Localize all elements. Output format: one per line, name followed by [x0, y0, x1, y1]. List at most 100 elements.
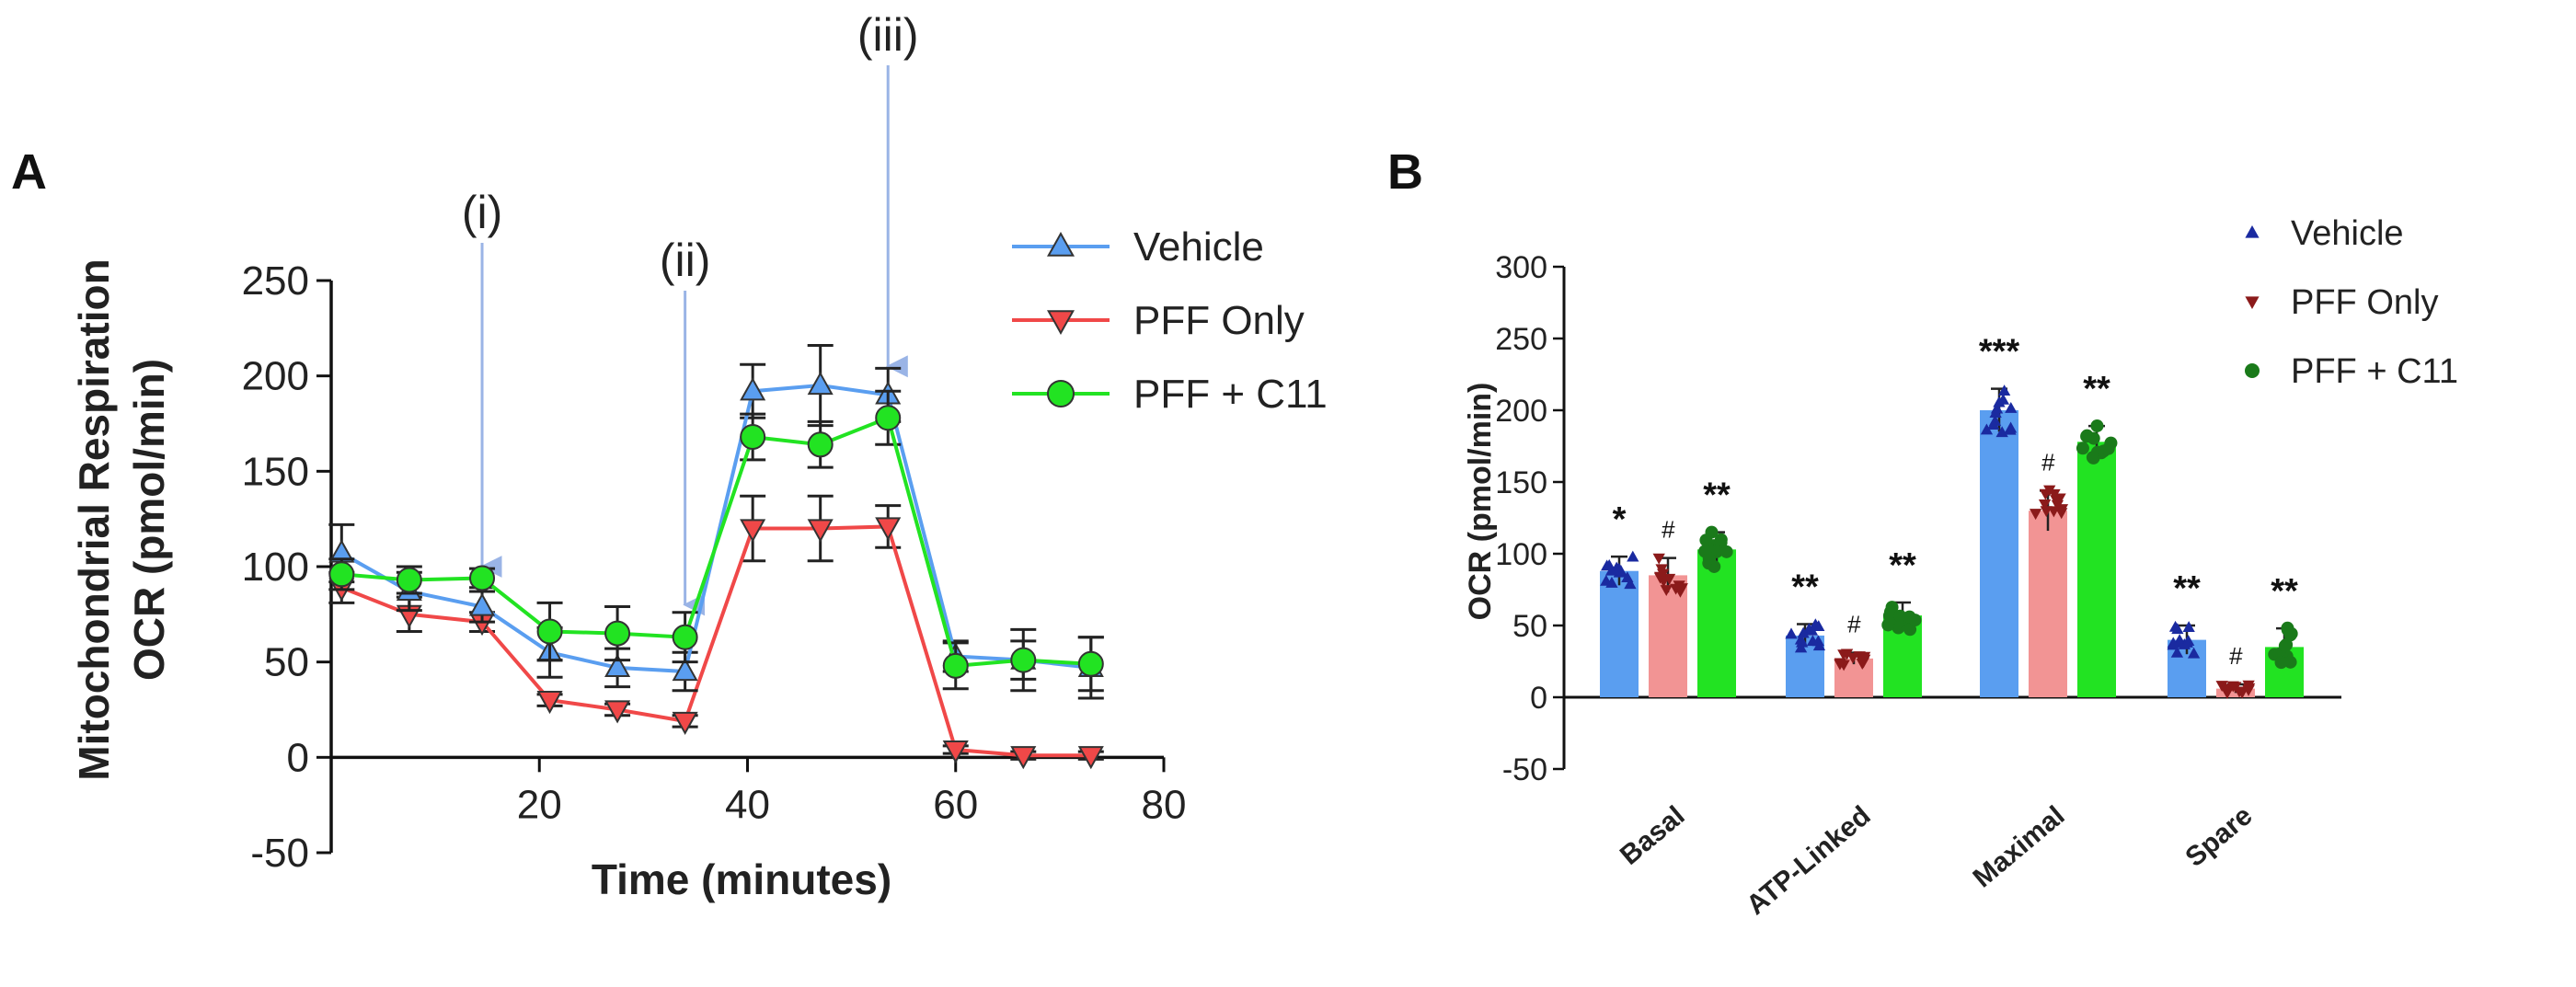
data-point	[1654, 571, 1667, 583]
panel-b-ytick-label: -50	[1502, 752, 1547, 787]
bar	[2029, 511, 2067, 697]
legend-label: PFF Only	[1133, 298, 1305, 343]
series-vehicle	[328, 343, 1104, 700]
data-point	[1785, 627, 1798, 639]
panel-a-ytick-label: 150	[242, 449, 309, 494]
data-point	[2187, 647, 2201, 659]
legend-label: PFF + C11	[2291, 352, 2458, 391]
data-point	[2236, 687, 2248, 699]
data-point	[2170, 646, 2184, 658]
injection-label: (ii)	[660, 235, 711, 286]
significance-label: **	[2271, 572, 2298, 611]
data-point	[672, 711, 698, 735]
legend-marker	[1046, 231, 1075, 257]
data-point	[1980, 423, 1994, 435]
data-point	[1621, 571, 1634, 583]
data-point	[1893, 609, 1907, 623]
legend-label: PFF + C11	[1133, 372, 1328, 417]
series-pff-c11	[328, 389, 1104, 693]
significance-label: **	[1889, 546, 1916, 585]
panel-b-ytick-label: 150	[1495, 465, 1547, 500]
panel-a-ytick-label: 0	[287, 735, 309, 780]
legend-label: PFF Only	[2291, 283, 2438, 322]
data-point	[1797, 626, 1810, 638]
data-point	[1812, 639, 1826, 651]
bar	[1697, 549, 1736, 697]
data-point	[1652, 553, 1665, 565]
legend-marker	[2245, 296, 2260, 309]
data-point	[2242, 683, 2256, 694]
panel-a-xtick-label: 40	[725, 782, 770, 827]
data-point	[740, 519, 766, 543]
significance-label: #	[1847, 611, 1861, 638]
data-point	[604, 653, 631, 677]
data-point	[1673, 580, 1685, 592]
data-point	[942, 652, 969, 679]
data-point	[2274, 656, 2288, 670]
data-point	[2029, 509, 2042, 521]
data-point	[1995, 426, 2008, 438]
data-point	[2226, 681, 2239, 693]
significance-label: **	[1703, 476, 1731, 515]
panel-a-ylabel-line1: Mitochondrial Respiration	[70, 258, 118, 780]
data-point	[2278, 639, 2292, 653]
data-point	[1603, 558, 1616, 570]
data-point	[1837, 649, 1850, 661]
data-point	[604, 620, 631, 647]
panel-b-legend: Vehicle PFF Only PFF + C11	[2245, 214, 2458, 391]
data-point	[2038, 499, 2052, 511]
panel-a-ytick-label: 50	[264, 640, 309, 685]
data-point	[2284, 626, 2298, 640]
significance-label: #	[2041, 448, 2055, 476]
panel-b-ytick-label: 50	[1512, 609, 1547, 644]
panel-b-ytick-label: 100	[1495, 537, 1547, 572]
legend-label: Vehicle	[2291, 214, 2404, 253]
injection-label: (iii)	[857, 9, 919, 61]
injection-label: (i)	[462, 187, 502, 238]
data-point	[807, 519, 834, 543]
data-point	[1077, 650, 1104, 677]
data-point	[2221, 688, 2234, 699]
data-point	[1795, 636, 1809, 648]
data-point	[1010, 647, 1037, 673]
panel-a-xtick-label: 80	[1142, 782, 1187, 827]
data-point	[1834, 659, 1846, 671]
data-point	[2090, 419, 2104, 432]
data-point	[1857, 653, 1870, 665]
data-point	[2168, 620, 2182, 632]
data-point	[672, 657, 698, 682]
data-point	[1993, 396, 2006, 407]
panel-b-ytick-label: 250	[1495, 322, 1547, 357]
category-label: Maximal	[1968, 800, 2071, 893]
data-point	[2040, 506, 2053, 518]
category-label: Spare	[2179, 800, 2258, 873]
panel-a-xlabel: Time (minutes)	[592, 855, 891, 903]
data-point	[328, 561, 355, 588]
data-point	[807, 431, 834, 458]
data-point	[672, 624, 698, 650]
data-point	[1990, 402, 2004, 414]
data-point	[1010, 746, 1037, 770]
data-point	[396, 567, 422, 593]
data-point	[1600, 574, 1613, 586]
data-point	[1702, 552, 1716, 566]
data-point	[468, 592, 496, 616]
line-chart-panel-a: A -50 0 50 100 150 200 250 20 40 60 80 Mitochondr…	[11, 9, 1328, 903]
data-point	[2087, 431, 2100, 445]
data-point	[740, 377, 766, 401]
legend-marker	[2245, 363, 2260, 378]
significance-label: **	[2083, 370, 2110, 408]
panel-b-axes	[1562, 267, 2341, 769]
legend-marker	[1047, 380, 1075, 407]
significance-label: #	[1662, 516, 1675, 544]
data-point	[2101, 442, 2115, 455]
series-line	[340, 524, 1091, 758]
panel-a-ytick-label: -50	[250, 831, 309, 876]
data-point	[2182, 621, 2195, 632]
category-label: ATP-Linked	[1741, 800, 1876, 921]
data-point	[1660, 585, 1673, 597]
data-point	[1987, 419, 2000, 430]
data-point	[1627, 550, 1639, 562]
data-point	[1077, 746, 1104, 770]
